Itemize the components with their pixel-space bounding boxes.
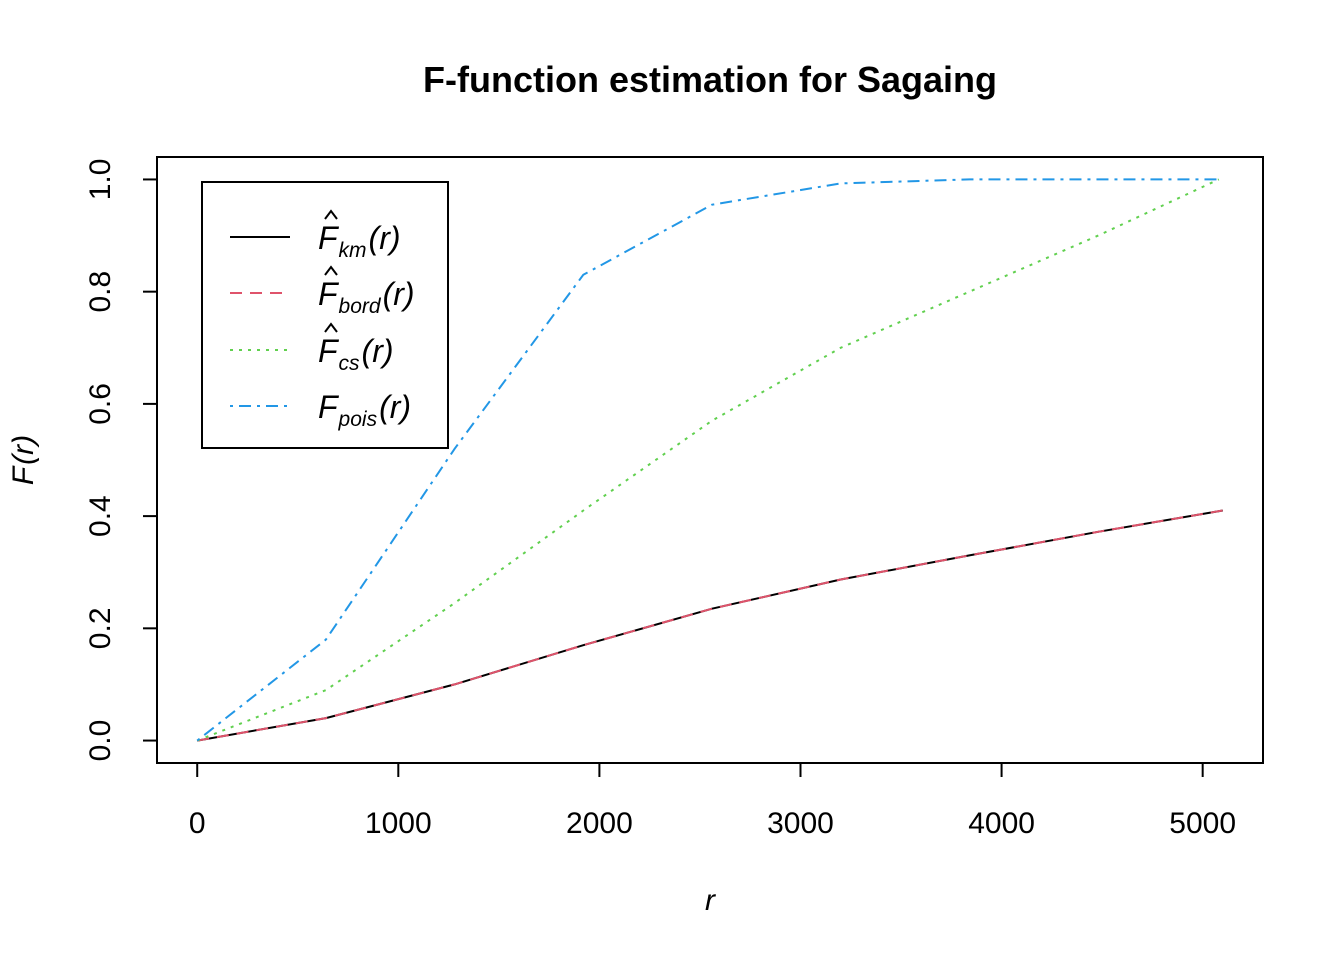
chart-title: F-function estimation for Sagaing [423,59,997,100]
svg-text:0.0: 0.0 [84,720,117,762]
svg-text:1.0: 1.0 [84,159,117,201]
legend-label-1: Fkm(r) [318,220,401,262]
x-tick-label: 1000 [365,807,432,840]
x-axis-label: r [705,884,716,917]
series-line-2 [197,509,1223,742]
series-line-3 [196,178,1220,742]
y-axis: 0.0 0.2 0.4 0.6 0.8 1.0 [84,159,158,762]
x-tick-label: 3000 [767,807,834,840]
y-tick-label: 0.0 [84,720,117,762]
x-tick-label: 5000 [1169,807,1236,840]
y-tick-label: 0.4 [84,495,117,537]
svg-text:0.8: 0.8 [84,271,117,313]
svg-text:0.2: 0.2 [84,607,117,649]
y-tick-label: 0.8 [84,271,117,313]
svg-text:0.4: 0.4 [84,495,117,537]
y-axis-label-base: F [7,465,40,485]
y-tick-label: 0.2 [84,607,117,649]
y-axis-label-arg: (r) [7,435,40,465]
legend-box [201,181,449,449]
y-tick-label: 1.0 [84,159,117,201]
series-layer [196,178,1223,742]
x-tick-label: 2000 [566,807,633,840]
x-axis: 0 1000 2000 3000 4000 5000 [189,762,1236,840]
legend-label-4: Fpois(r) [318,389,411,431]
legend-hat-3 [324,322,338,333]
x-tick-label: 4000 [968,807,1035,840]
legend-hat-2 [324,265,338,276]
svg-text:0.6: 0.6 [84,383,117,425]
x-tick-label: 0 [189,807,206,840]
legend-hat-1 [324,209,338,220]
legend-label-3: Fcs(r) [318,333,394,375]
y-axis-label: F(r) [7,435,40,485]
legend-label-2: Fbord(r) [318,276,415,318]
series-line-4 [196,178,1219,742]
series-line-1 [197,509,1223,742]
y-tick-label: 0.6 [84,383,117,425]
legend: Fkm(r) Fbord(r) Fcs(r) Fpois(r) [201,181,449,449]
svg-text:F(r): F(r) [7,435,40,485]
